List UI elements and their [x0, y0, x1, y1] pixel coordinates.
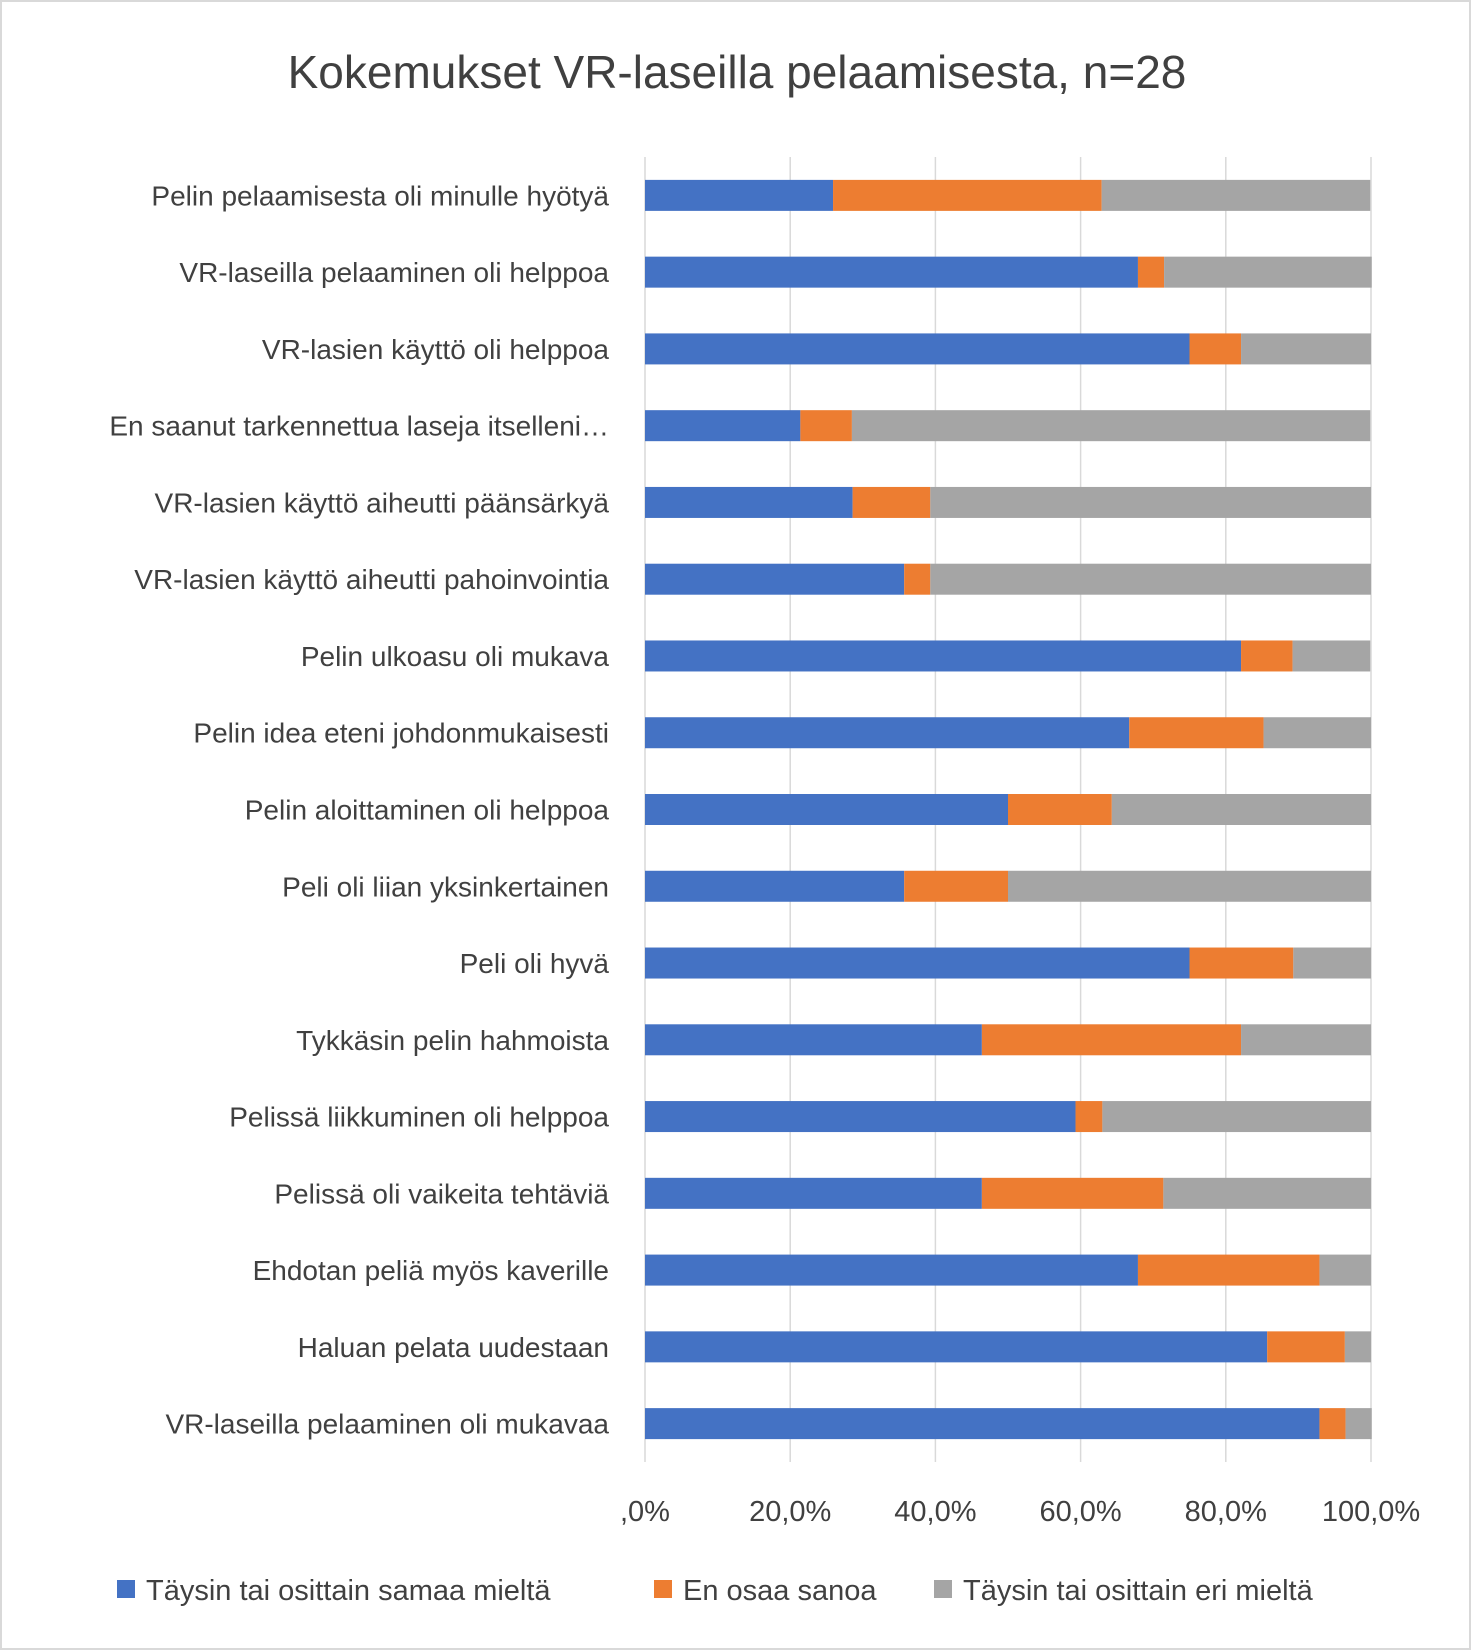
bar-segment	[645, 333, 1190, 365]
bar-segment	[904, 870, 1008, 902]
bar-segment	[1129, 717, 1264, 749]
bar-segment	[645, 1024, 982, 1056]
bar-segment	[645, 1408, 1320, 1440]
category-label: VR-lasien käyttö oli helppoa	[262, 334, 610, 365]
bar-segment	[851, 410, 1371, 442]
bar-segment	[645, 717, 1130, 749]
legend-label: Täysin tai osittain samaa mieltä	[146, 1575, 551, 1607]
x-tick-label: 100,0%	[1322, 1496, 1420, 1528]
bar-segment	[904, 563, 931, 595]
category-label: Pelissä liikkuminen oli helppoa	[229, 1102, 609, 1133]
category-label: Peli oli hyvä	[460, 948, 610, 979]
bar-segment	[833, 179, 1102, 211]
bar-segment	[1293, 947, 1371, 979]
category-label: Pelissä oli vaikeita tehtäviä	[274, 1178, 609, 1209]
category-label: Pelin idea eteni johdonmukaisesti	[193, 718, 609, 749]
category-label: Pelin aloittaminen oli helppoa	[245, 795, 610, 826]
bar-segment	[645, 1101, 1076, 1133]
category-label: VR-lasien käyttö aiheutti päänsärkyä	[155, 487, 610, 518]
category-label: VR-laseilla pelaaminen oli helppoa	[179, 257, 609, 288]
x-tick-label: 80,0%	[1185, 1496, 1267, 1528]
category-label: Pelin pelaamisesta oli minulle hyötyä	[151, 180, 609, 211]
bar-segment	[645, 179, 834, 211]
category-label: Haluan pelata uudestaan	[298, 1332, 609, 1363]
bar-segment	[1008, 870, 1371, 902]
bar-segment	[800, 410, 852, 442]
bar-segment	[1241, 1024, 1371, 1056]
legend-swatch	[654, 1580, 672, 1598]
x-tick-label: 20,0%	[749, 1496, 831, 1528]
bar-segment	[1263, 717, 1371, 749]
bar-segment	[1102, 1101, 1371, 1133]
bar-segment	[645, 256, 1138, 288]
bar-segment	[645, 640, 1242, 672]
legend-swatch	[934, 1580, 952, 1598]
bar-segment	[645, 1331, 1268, 1363]
x-tick-label: ,0%	[620, 1496, 670, 1528]
bar-segment	[1163, 1177, 1371, 1209]
bar-segment	[645, 870, 905, 902]
x-tick-label: 60,0%	[1039, 1496, 1121, 1528]
bar-segment	[1319, 1408, 1346, 1440]
category-label: Pelin ulkoasu oli mukava	[301, 641, 610, 672]
category-label: Peli oli liian yksinkertainen	[282, 871, 609, 902]
category-label: VR-lasien käyttö aiheutti pahoinvointia	[134, 564, 609, 595]
category-label: VR-laseilla pelaaminen oli mukavaa	[165, 1409, 609, 1440]
bar-segment	[1189, 333, 1242, 365]
bar-segment	[1345, 1408, 1372, 1440]
bar-segment	[645, 947, 1190, 979]
category-label: Tykkäsin pelin hahmoista	[296, 1025, 609, 1056]
bar-segment	[1292, 640, 1371, 672]
legend-swatch	[117, 1580, 135, 1598]
bar-segment	[1137, 1254, 1320, 1286]
bar-segment	[1164, 256, 1372, 288]
category-label: En saanut tarkennettua laseja itselleni…	[109, 411, 609, 442]
bar-segment	[930, 486, 1371, 518]
category-label: Ehdotan peliä myös kaverille	[253, 1255, 609, 1286]
bar-segment	[930, 563, 1371, 595]
bar-segment	[981, 1177, 1164, 1209]
chart-title: Kokemukset VR-laseilla pelaamisesta, n=2…	[288, 46, 1187, 98]
bar-segment	[1241, 640, 1293, 672]
bar-segment	[1008, 794, 1112, 825]
bar-segment	[1267, 1331, 1345, 1363]
bar-segment	[645, 1177, 982, 1209]
bar-segment	[1344, 1331, 1371, 1363]
x-tick-label: 40,0%	[894, 1496, 976, 1528]
bar-segment	[1241, 333, 1371, 365]
bar-segment	[1101, 179, 1371, 211]
bar-segment	[1111, 794, 1371, 825]
bar-segment	[1319, 1254, 1371, 1286]
bar-segment	[852, 486, 931, 518]
bar-segment	[1189, 947, 1294, 979]
bar-segment	[645, 794, 1008, 825]
bar-segment	[645, 486, 853, 518]
bar-segment	[645, 1254, 1138, 1286]
bar-segment	[645, 410, 801, 442]
bar-segment	[981, 1024, 1242, 1056]
legend-label: En osaa sanoa	[683, 1575, 877, 1607]
bar-segment	[1137, 256, 1165, 288]
bar-segment	[1075, 1101, 1103, 1133]
bar-segment	[645, 563, 905, 595]
legend-label: Täysin tai osittain eri mieltä	[963, 1575, 1314, 1607]
